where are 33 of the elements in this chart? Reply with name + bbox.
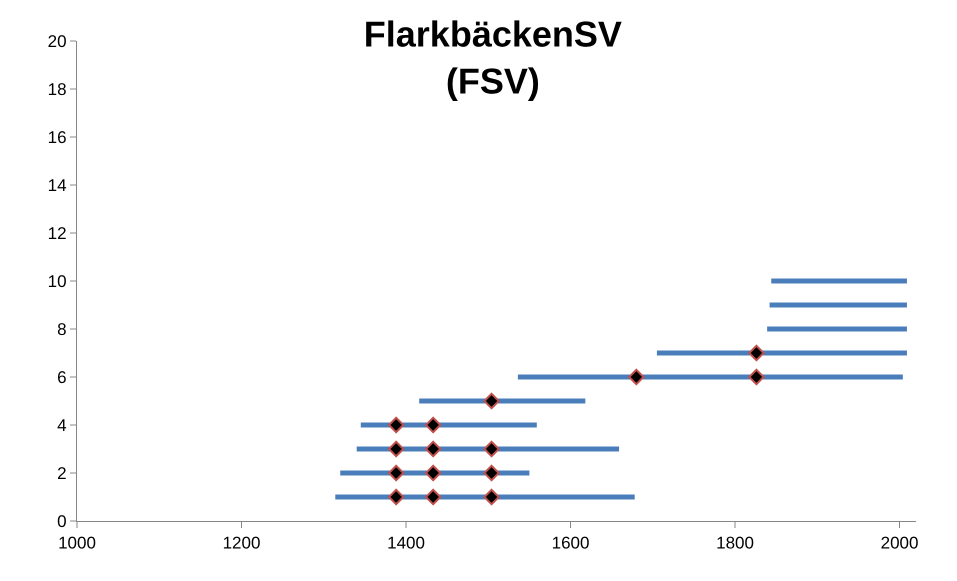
point [425, 440, 442, 458]
point [483, 488, 500, 506]
x-tick-label: 1800 [716, 533, 754, 552]
point [425, 416, 442, 434]
point [388, 488, 404, 506]
x-tick-label: 1400 [387, 533, 425, 552]
y-tick-label: 4 [57, 416, 67, 435]
y-tick-label: 8 [57, 320, 67, 339]
point [748, 368, 765, 386]
point [425, 464, 442, 482]
point [748, 344, 765, 362]
y-tick-label: 16 [48, 128, 67, 147]
point [628, 368, 644, 386]
x-tick-label: 1000 [58, 533, 96, 552]
y-tick-label: 10 [48, 272, 67, 291]
y-tick-label: 2 [57, 464, 67, 483]
point [425, 488, 442, 506]
y-tick-label: 14 [48, 176, 67, 195]
point [388, 440, 404, 458]
x-tick-label: 1200 [222, 533, 260, 552]
y-tick-label: 6 [57, 368, 67, 387]
x-tick-label: 1600 [552, 533, 590, 552]
point [388, 416, 404, 434]
y-tick-label: 20 [48, 32, 67, 51]
point [483, 440, 500, 458]
chart-title: FlarkbäckenSV (FSV) [364, 13, 622, 102]
point [483, 464, 500, 482]
y-tick-label: 0 [57, 512, 67, 531]
y-tick-label: 12 [48, 224, 67, 243]
y-tick-label: 18 [48, 80, 67, 99]
point [388, 464, 404, 482]
x-tick-label: 2000 [880, 533, 918, 552]
point [483, 392, 500, 410]
